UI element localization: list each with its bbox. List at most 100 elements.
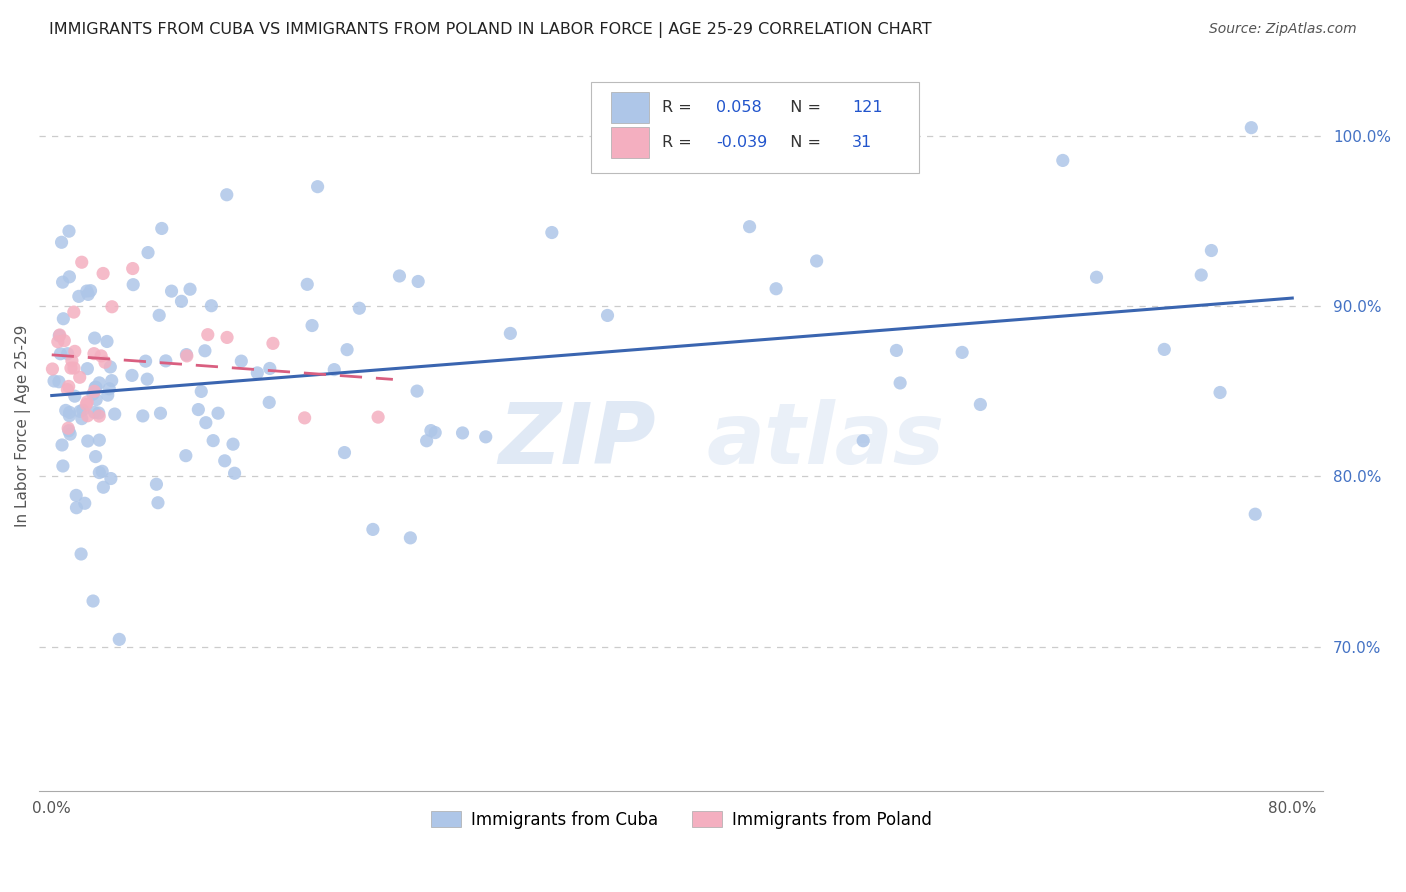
Point: [231, 354, 253, 368]
Point: [70, 547, 93, 561]
Point: [76, 395, 98, 409]
Point: [336, 343, 359, 357]
Point: [69, 404, 91, 418]
Point: [83, 346, 105, 360]
Text: Source: ZipAtlas.com: Source: ZipAtlas.com: [1209, 22, 1357, 37]
Point: [100, 374, 122, 388]
Point: [90, 349, 112, 363]
Point: [176, 349, 198, 363]
Point: [852, 434, 875, 448]
Point: [87, 406, 110, 420]
Text: ZIP: ZIP: [498, 399, 655, 482]
Point: [215, 330, 238, 344]
Point: [148, 308, 170, 322]
Text: 31: 31: [852, 135, 872, 150]
Point: [60, 354, 83, 368]
Point: [98, 382, 121, 396]
Point: [77, 287, 100, 301]
Point: [63, 389, 86, 403]
Point: [100, 471, 122, 485]
Point: [72, 403, 94, 417]
Point: [83, 384, 105, 399]
Point: [224, 467, 246, 481]
Point: [149, 406, 172, 420]
Text: R =: R =: [662, 135, 697, 150]
Point: [83, 331, 105, 345]
Text: IMMIGRANTS FROM CUBA VS IMMIGRANTS FROM POLAND IN LABOR FORCE | AGE 25-29 CORREL: IMMIGRANTS FROM CUBA VS IMMIGRANTS FROM …: [49, 22, 932, 38]
Point: [121, 261, 143, 276]
Point: [451, 425, 474, 440]
Bar: [610, 127, 650, 158]
Point: [58, 224, 80, 238]
Point: [1153, 343, 1175, 357]
Point: [56, 421, 79, 435]
Point: [63, 305, 86, 319]
Point: [56, 347, 79, 361]
Text: atlas: atlas: [707, 399, 945, 482]
Point: [190, 384, 212, 399]
Point: [56, 383, 79, 397]
Point: [69, 370, 91, 384]
Point: [58, 269, 80, 284]
Point: [84, 380, 107, 394]
Text: R =: R =: [662, 100, 697, 115]
Point: [1240, 120, 1263, 135]
Point: [202, 434, 225, 448]
Point: [94, 355, 117, 369]
Point: [52, 275, 75, 289]
Point: [122, 277, 145, 292]
Point: [91, 464, 114, 478]
Point: [58, 409, 80, 423]
Point: [349, 301, 371, 316]
Point: [323, 362, 346, 376]
Point: [63, 344, 86, 359]
Point: [65, 500, 87, 515]
Point: [294, 410, 316, 425]
Point: [135, 354, 157, 368]
Point: [969, 397, 991, 411]
Point: [91, 267, 114, 281]
Point: [76, 434, 98, 448]
Point: [49, 347, 72, 361]
Point: [136, 372, 159, 386]
Point: [108, 632, 131, 647]
Point: [42, 374, 65, 388]
Point: [333, 445, 356, 459]
Text: 0.058: 0.058: [716, 100, 762, 115]
Point: [806, 254, 828, 268]
Point: [474, 430, 496, 444]
Point: [48, 328, 70, 343]
Point: [262, 336, 284, 351]
Point: [187, 402, 209, 417]
Point: [207, 406, 229, 420]
Point: [63, 361, 86, 376]
Point: [53, 334, 76, 348]
Point: [738, 219, 761, 234]
Point: [194, 343, 217, 358]
Point: [70, 411, 93, 425]
Point: [1085, 270, 1108, 285]
Point: [58, 405, 80, 419]
Point: [150, 221, 173, 235]
Point: [65, 488, 87, 502]
Point: [58, 424, 80, 438]
Point: [76, 284, 98, 298]
Point: [121, 368, 143, 383]
Point: [1244, 507, 1267, 521]
Point: [257, 395, 280, 409]
Point: [170, 294, 193, 309]
Y-axis label: In Labor Force | Age 25-29: In Labor Force | Age 25-29: [15, 325, 31, 526]
Point: [89, 409, 111, 423]
Point: [82, 387, 104, 401]
Point: [70, 255, 93, 269]
Point: [96, 334, 118, 349]
Point: [200, 299, 222, 313]
Point: [179, 282, 201, 296]
Point: [950, 345, 973, 359]
Point: [889, 376, 911, 390]
Point: [194, 416, 217, 430]
Point: [259, 361, 281, 376]
Point: [89, 466, 111, 480]
Point: [499, 326, 522, 341]
Point: [48, 375, 70, 389]
